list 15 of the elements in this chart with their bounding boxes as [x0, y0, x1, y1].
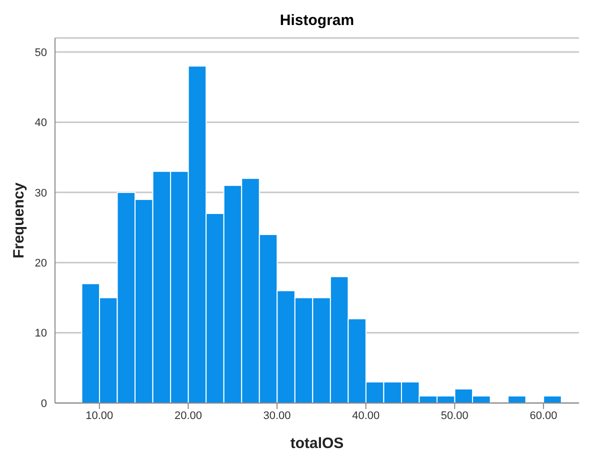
y-tick-label: 40	[34, 117, 47, 130]
y-axis-title: Frequency	[10, 182, 28, 258]
y-tick-label: 10	[34, 328, 47, 340]
x-tick-label: 10.00	[86, 410, 114, 422]
y-tick-label: 0	[40, 398, 47, 410]
y-tick-label: 50	[34, 46, 47, 59]
chart-title: Histogram	[278, 12, 356, 29]
x-tick-label: 50.00	[440, 410, 468, 422]
x-axis-title: totalOS	[290, 435, 344, 452]
x-tick-label: 60.00	[530, 410, 558, 422]
y-tick-label: 30	[34, 187, 47, 200]
x-tick-label: 30.00	[263, 410, 291, 422]
y-tick-label: 20	[34, 258, 47, 270]
x-tick-label: 20.00	[174, 410, 202, 422]
x-tick-label: 40.00	[352, 410, 380, 422]
